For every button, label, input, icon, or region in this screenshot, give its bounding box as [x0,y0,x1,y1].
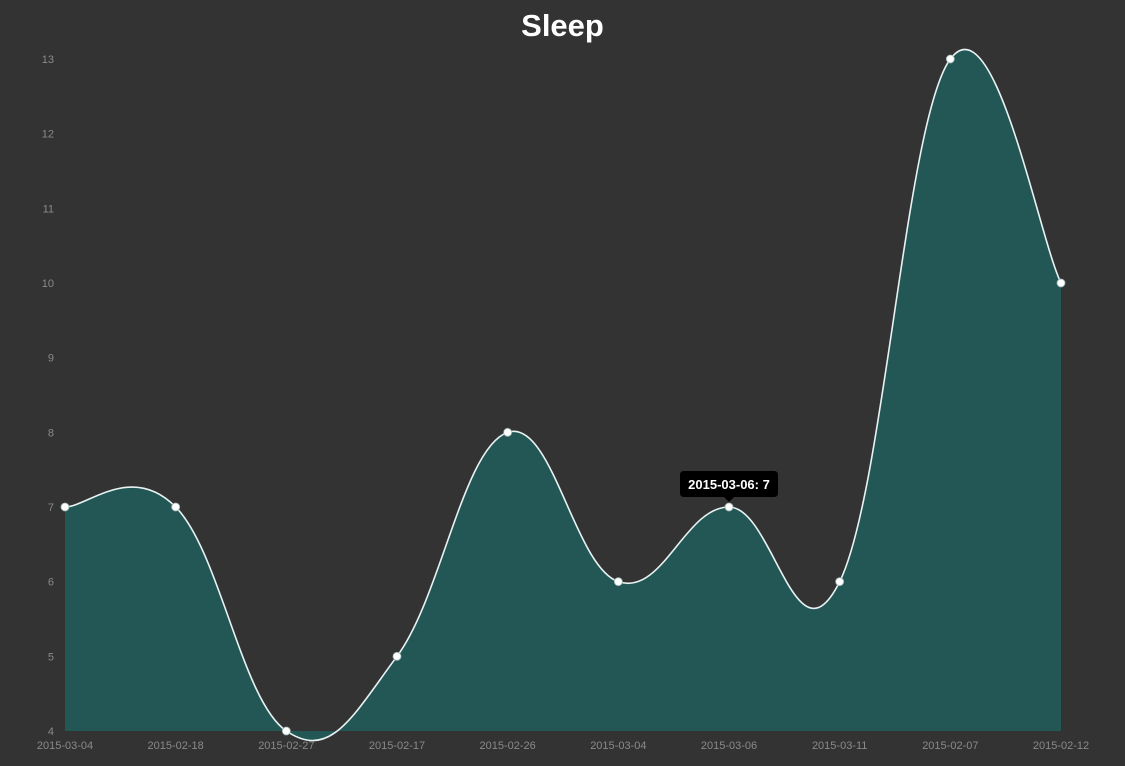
x-tick-label: 2015-02-12 [1033,740,1089,752]
chart-title: Sleep [521,8,604,43]
x-tick-label: 2015-02-17 [369,740,425,752]
y-tick-label: 12 [42,129,54,141]
y-tick-label: 5 [48,651,54,663]
tooltip-text: 2015-03-06: 7 [688,477,770,492]
y-tick-label: 7 [48,502,54,514]
y-tick-label: 11 [43,203,54,215]
x-tick-label: 2015-02-26 [480,740,536,752]
data-point[interactable] [945,54,955,64]
y-tick-label: 13 [42,54,54,66]
data-point[interactable] [1056,278,1066,288]
y-tick-label: 6 [48,577,54,589]
x-tick-label: 2015-02-27 [258,740,314,752]
data-point[interactable] [171,502,181,512]
y-tick-label: 10 [42,278,54,290]
x-axis: 2015-03-04 2015-02-18 2015-02-27 2015-02-17… [37,740,1089,752]
tooltip: 2015-03-06: 7 [680,471,778,502]
y-tick-label: 4 [48,726,54,738]
tooltip-box [680,471,778,502]
area-fill [65,49,1061,741]
series-line [64,48,1062,742]
y-axis: 4 5 6 7 8 9 10 11 12 13 [42,54,54,738]
data-point[interactable] [281,726,291,736]
x-tick-label: 2015-02-18 [148,740,204,752]
x-tick-label: 2015-03-04 [37,740,93,752]
x-tick-label: 2015-03-04 [590,740,646,752]
x-tick-label: 2015-02-07 [922,740,978,752]
data-point[interactable] [60,502,70,512]
data-point[interactable] [613,577,623,587]
x-tick-label: 2015-03-06 [701,740,757,752]
y-tick-label: 9 [48,353,54,365]
data-points [60,54,1066,736]
data-point[interactable] [503,427,513,437]
data-point[interactable] [835,577,845,587]
x-tick-label: 2015-03-11 [812,740,867,752]
data-point[interactable] [392,651,402,661]
y-tick-label: 8 [48,427,54,439]
data-point[interactable] [724,502,734,512]
